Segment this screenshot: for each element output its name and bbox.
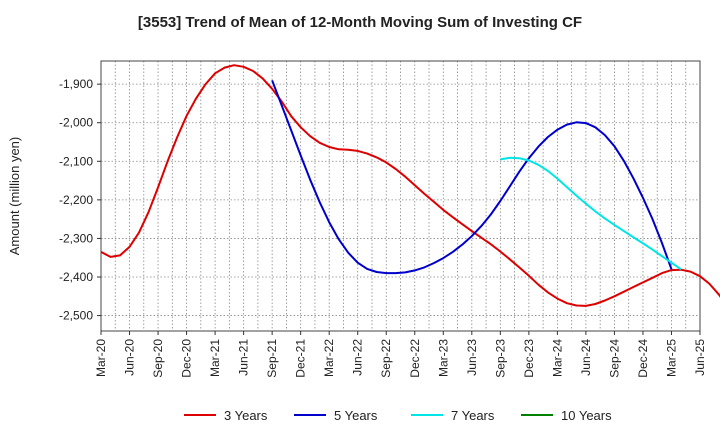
y-tick-label: -2,100 [59, 154, 93, 168]
x-tick-label: Dec-22 [408, 339, 422, 378]
x-tick-label: Sep-23 [493, 339, 507, 378]
x-tick-label: Jun-25 [693, 339, 707, 376]
y-tick-label: -2,200 [59, 193, 93, 207]
chart-title: [3553] Trend of Mean of 12-Month Moving … [137, 14, 583, 31]
x-tick-label: Jun-23 [465, 339, 479, 376]
series-line-7-years [500, 156, 682, 271]
plot-border [100, 60, 701, 332]
x-tick-label: Sep-20 [151, 339, 165, 378]
y-tick-label: -1,900 [59, 77, 93, 91]
series-lines [100, 64, 720, 307]
legend-label: 5 Years [334, 408, 378, 423]
x-tick-label: Jun-21 [237, 339, 251, 376]
series-line-3-years [100, 64, 720, 307]
x-tick-label: Jun-24 [579, 339, 593, 376]
y-axis-title: Amount (million yen) [7, 137, 22, 256]
y-tick-label: -2,400 [59, 270, 93, 284]
x-tick-label: Sep-21 [265, 339, 279, 378]
y-tick-label: -2,500 [59, 309, 93, 323]
axis-ticks: -1,900 -2,000 -2,100 -2,200 -2,300 -2,400 -2,5… [59, 77, 707, 378]
legend-label: 7 Years [451, 408, 495, 423]
x-tick-label: Mar-23 [436, 339, 450, 377]
grid-lines [101, 61, 700, 331]
x-tick-label: Dec-24 [636, 339, 650, 378]
x-tick-label: Dec-21 [294, 339, 308, 378]
x-tick-label: Jun-20 [123, 339, 137, 376]
legend-label: 3 Years [224, 408, 268, 423]
y-tick-label: -2,000 [59, 116, 93, 130]
y-tick-label: -2,300 [59, 231, 93, 245]
series-line-5-years [271, 79, 673, 275]
plot-background [101, 61, 700, 331]
x-tick-label: Sep-24 [607, 339, 621, 378]
x-tick-label: Dec-20 [180, 339, 194, 378]
x-tick-label: Jun-22 [351, 339, 365, 376]
x-tick-label: Mar-21 [208, 339, 222, 377]
x-tick-label: Mar-22 [322, 339, 336, 377]
x-tick-label: Mar-24 [550, 339, 564, 377]
legend: 3 Years 5 Years 7 Years 10 Years [184, 408, 612, 423]
legend-label: 10 Years [561, 408, 612, 423]
x-tick-label: Sep-22 [379, 339, 393, 378]
x-tick-label: Mar-25 [664, 339, 678, 377]
x-tick-label: Dec-23 [522, 339, 536, 378]
x-tick-label: Mar-20 [94, 339, 108, 377]
